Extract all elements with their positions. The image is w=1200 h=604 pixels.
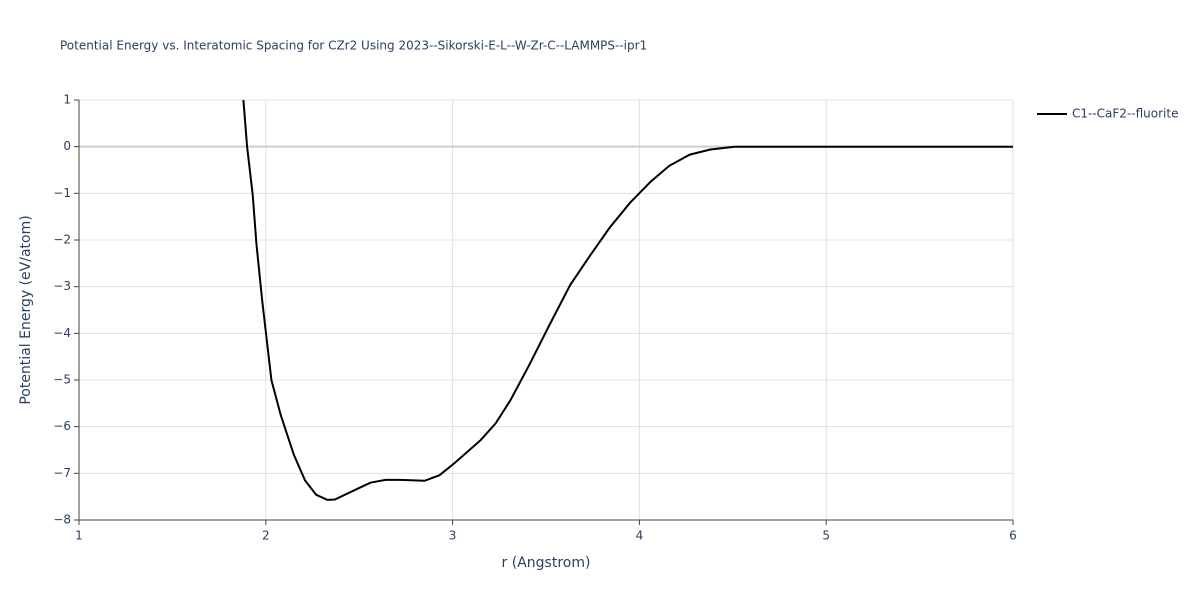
y-tick-label: −7: [53, 466, 71, 480]
x-tick-label: 4: [636, 529, 644, 543]
chart-title: Potential Energy vs. Interatomic Spacing…: [60, 39, 647, 53]
x-tick-label: 2: [262, 529, 270, 543]
y-tick-label: −2: [53, 233, 71, 247]
x-tick-label: 6: [1009, 529, 1017, 543]
x-tick-label: 3: [449, 529, 457, 543]
y-tick-label: 1: [63, 93, 71, 107]
y-tick-label: −4: [53, 326, 71, 340]
y-tick-label: −6: [53, 419, 71, 433]
x-tick-label: 1: [75, 529, 83, 543]
y-axis-title: Potential Energy (eV/atom): [18, 215, 34, 404]
y-tick-label: −5: [53, 373, 71, 387]
y-tick-label: −8: [53, 513, 71, 527]
y-tick-label: −1: [53, 186, 71, 200]
data-line: [242, 99, 1013, 501]
x-tick-label: 5: [822, 529, 830, 543]
x-axis-title: r (Angstrom): [502, 555, 591, 571]
legend-label: C1--CaF2--fluorite: [1072, 107, 1178, 121]
y-tick-label: 0: [63, 139, 71, 153]
y-tick-label: −3: [53, 279, 71, 293]
